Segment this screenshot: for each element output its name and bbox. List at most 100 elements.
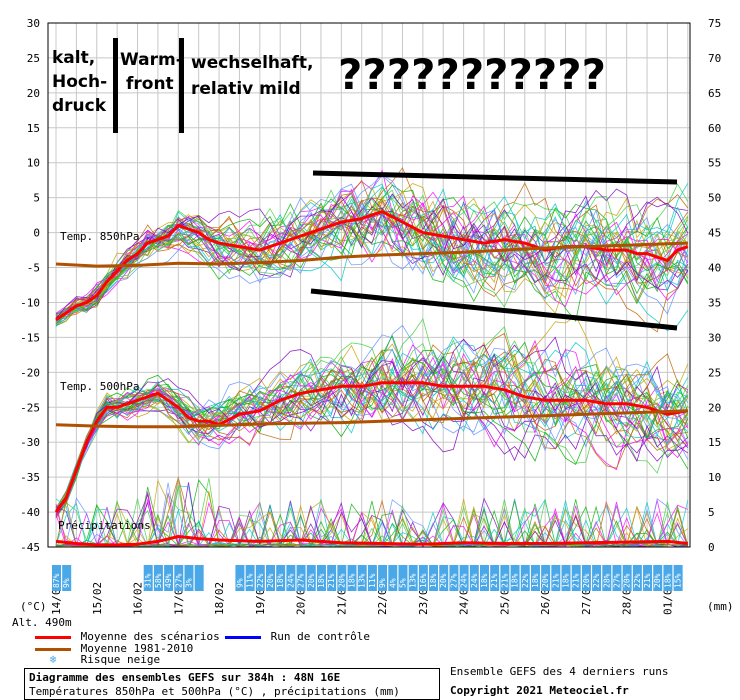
ensemble-members (55, 167, 689, 519)
snow-risk-cell (520, 565, 530, 591)
snow-risk-cell (429, 565, 439, 591)
snow-risk-cell (551, 565, 561, 591)
snow-risk-label: 22% (592, 573, 601, 588)
left-tick-label: 30 (27, 17, 40, 30)
snow-risk-label: 20% (337, 573, 346, 588)
snow-risk-label: 58% (154, 573, 163, 588)
left-tick-label: -25 (20, 401, 40, 414)
left-tick-label: -10 (20, 296, 40, 309)
snow-risk-label: 20% (266, 573, 275, 588)
snow-risk-cell (673, 565, 683, 591)
legend-climate: Moyenne 1981-2010 (35, 642, 193, 655)
snow-risk-label: 21% (551, 573, 560, 588)
footer-runs: Ensemble GEFS des 4 derniers runs (450, 665, 669, 678)
snow-risk-label: 18% (317, 573, 326, 588)
snow-risk-cell (337, 565, 347, 591)
snow-risk-label: 20% (541, 573, 550, 588)
snow-risk-cell (235, 565, 245, 591)
right-tick-label: 50 (708, 192, 721, 205)
snow-risk-cell (378, 565, 388, 591)
snow-risk-label: 27% (449, 573, 458, 588)
annotation-changeable-line2: relativ mild (191, 79, 301, 99)
right-tick-label: 0 (708, 541, 715, 554)
snow-risk-row: 87% 9% 31% 58% 49% 27% 3% 9% 11% 22% 20% 18% 24% 27% 2… (52, 565, 683, 591)
left-tick-label: 25 (27, 52, 40, 65)
snow-risk-cell (581, 565, 591, 591)
legend-climate-swatch (35, 647, 71, 651)
panel-label-precip: Précipitations (58, 519, 151, 532)
climate-line-t850 (55, 241, 688, 268)
snow-risk-cell (530, 565, 540, 591)
snow-risk-cell (266, 565, 275, 591)
member-line (55, 315, 688, 514)
date-tick-label: 16/02 (132, 582, 145, 615)
precip-member-line (55, 500, 689, 549)
snow-risk-label: 21% (327, 573, 336, 588)
snow-risk-cell (184, 565, 194, 591)
legend-mean-swatch (35, 635, 71, 639)
lower-trend-line (310, 288, 678, 331)
snow-risk-label: 22% (256, 573, 265, 588)
snow-risk-label: 18% (276, 573, 285, 588)
snow-risk-label: 20% (439, 573, 448, 588)
right-tick-label: 35 (708, 296, 721, 309)
right-tick-label: 25 (708, 366, 721, 379)
climate-line-t500 (55, 409, 688, 429)
snow-risk-label: 9% (62, 578, 71, 588)
left-tick-label: 5 (33, 192, 40, 205)
snow-risk-cell (469, 565, 479, 591)
snow-risk-label: 16% (419, 573, 428, 588)
snow-risk-label: 9% (378, 578, 387, 588)
snow-risk-label: 20% (307, 573, 316, 588)
mean-line-precip (55, 535, 688, 547)
right-tick-label: 65 (708, 87, 721, 100)
snow-risk-cell (286, 565, 296, 591)
snow-risk-cell (255, 565, 265, 591)
left-tick-label: 0 (33, 227, 40, 240)
snow-risk-cell (500, 565, 510, 591)
right-unit-label: (mm) (707, 600, 734, 613)
snow-risk-label: 21% (643, 573, 652, 588)
snow-risk-cell (632, 565, 642, 591)
snow-risk-cell (143, 565, 153, 591)
left-tick-label: -20 (20, 366, 40, 379)
snow-risk-cell (480, 565, 489, 591)
right-tick-label: 55 (708, 157, 721, 170)
snow-risk-cell (510, 565, 520, 591)
date-tick-label: 18/02 (213, 582, 226, 615)
annotation-changeable: wechselhaft, relativ mild (191, 50, 313, 102)
right-tick-label: 5 (708, 506, 715, 519)
snow-risk-cell (296, 565, 306, 591)
legend-mean: Moyenne des scénarios (35, 630, 220, 643)
right-tick-label: 45 (708, 227, 721, 240)
right-tick-label: 15 (708, 436, 721, 449)
snow-risk-label: 24% (286, 573, 295, 588)
member-line (55, 332, 689, 512)
snow-risk-cell (153, 565, 163, 591)
snow-risk-cell (490, 565, 500, 591)
left-tick-label: 20 (27, 87, 40, 100)
snow-risk-label: 18% (531, 573, 540, 588)
snowflake-icon: ❄ (49, 653, 57, 666)
annotation-question: ??????????? (338, 50, 606, 99)
footer-copyright: Copyright 2021 Meteociel.fr (450, 684, 629, 697)
snow-risk-label: 21% (500, 573, 509, 588)
snow-risk-cell (612, 565, 622, 591)
annotation-cold-line1: kalt, (52, 48, 96, 68)
snow-risk-cell (194, 565, 204, 591)
left-tick-label: 15 (27, 122, 40, 135)
right-tick-label: 20 (708, 401, 721, 414)
upper-trend-line (312, 170, 678, 185)
left-tick-label: -5 (27, 262, 40, 275)
left-tick-label: -30 (20, 436, 40, 449)
snow-risk-label: 5% (398, 578, 407, 588)
snow-risk-label: 18% (562, 573, 571, 588)
snow-risk-cell (367, 565, 377, 591)
right-tick-label: 30 (708, 331, 721, 344)
member-line (55, 341, 689, 512)
snow-risk-cell (561, 565, 571, 591)
snow-risk-cell (663, 565, 673, 591)
snow-risk-label: 3% (184, 578, 193, 588)
snow-risk-label: 20% (623, 573, 632, 588)
